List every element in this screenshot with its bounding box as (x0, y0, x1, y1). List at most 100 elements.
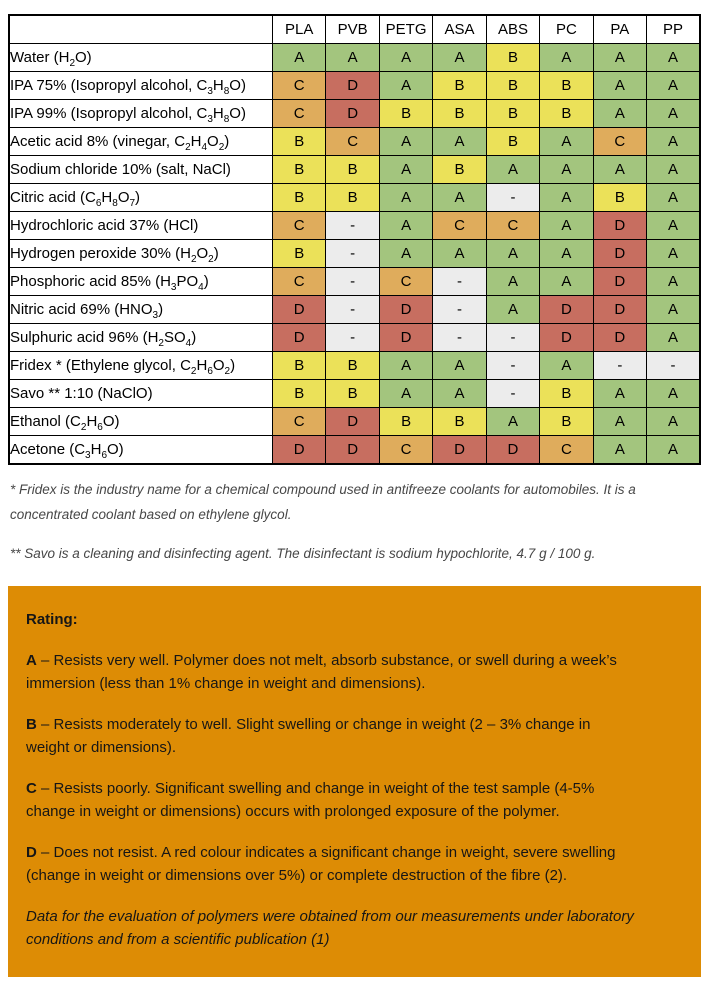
rating-cell: C (378, 435, 434, 465)
chemical-name-cell: Hydrogen peroxide 30% (H2O2) (8, 239, 273, 268)
rating-cell: B (539, 99, 594, 128)
rating-cell: C (485, 211, 541, 240)
rating-cell: B (432, 99, 487, 128)
rating-cell: A (432, 127, 487, 156)
rating-cell: - (432, 323, 487, 352)
rating-cell: A (646, 323, 701, 352)
table-row: Citric acid (C6H8O7) B B A A - A B A (8, 183, 701, 212)
rating-cell: A (646, 267, 701, 296)
rating-cell: B (271, 183, 327, 212)
rating-cell: D (325, 71, 380, 100)
rating-cell: A (592, 435, 648, 465)
rating-cell: B (539, 71, 594, 100)
column-header-petg: PETG (378, 14, 434, 44)
chemical-name-cell: Hydrochloric acid 37% (HCl) (8, 211, 273, 240)
chemical-name-cell: IPA 99% (Isopropyl alcohol, C3H8O) (8, 99, 273, 128)
table-row: Fridex * (Ethylene glycol, C2H6O2) B B A A - A… (8, 351, 701, 380)
table-row: Water (H2O) A A A A B A A A (8, 43, 701, 72)
rating-cell: A (485, 407, 541, 436)
rating-cell: B (432, 155, 487, 184)
rating-cell: D (432, 435, 487, 465)
rating-cell: A (378, 183, 434, 212)
rating-cell: B (485, 43, 541, 72)
rating-cell: A (592, 71, 648, 100)
rating-cell: - (325, 211, 380, 240)
rating-cell: D (378, 323, 434, 352)
rating-cell: - (592, 351, 648, 380)
table-row: Savo ** 1:10 (NaClO) B B A A - B A A (8, 379, 701, 408)
rating-cell: - (646, 351, 701, 380)
rating-cell: A (432, 351, 487, 380)
rating-cell: A (432, 43, 487, 72)
rating-cell: A (485, 239, 541, 268)
table-row: Nitric acid 69% (HNO3) D - D - A D D A (8, 295, 701, 324)
chemical-name-cell: IPA 75% (Isopropyl alcohol, C3H8O) (8, 71, 273, 100)
table-body: Water (H2O) A A A A B A A A IPA 75% (Isopropyl al… (8, 43, 701, 465)
rating-cell: A (539, 155, 594, 184)
rating-cell: B (271, 379, 327, 408)
rating-cell: B (378, 99, 434, 128)
rating-cell: - (485, 351, 541, 380)
rating-cell: A (592, 99, 648, 128)
rating-cell: A (646, 183, 701, 212)
table-row: IPA 75% (Isopropyl alcohol, C3H8O) C D A B B B… (8, 71, 701, 100)
column-header-pc: PC (539, 14, 594, 44)
rating-cell: D (592, 239, 648, 268)
table-row: Sulphuric acid 96% (H2SO4) D - D - - D D A (8, 323, 701, 352)
rating-cell: A (646, 407, 701, 436)
rating-cell: B (271, 239, 327, 268)
rating-cell: - (485, 323, 541, 352)
chemical-name-cell: Citric acid (C6H8O7) (8, 183, 273, 212)
rating-cell: C (271, 71, 327, 100)
rating-cell: A (646, 43, 701, 72)
rating-cell: A (378, 351, 434, 380)
rating-cell: A (485, 267, 541, 296)
table-row: Acetone (C3H6O) D D C D D C A A (8, 435, 701, 465)
rating-cell: A (592, 379, 648, 408)
rating-cell: - (325, 267, 380, 296)
chemical-name-cell: Acetone (C3H6O) (8, 435, 273, 465)
rating-cell: B (325, 155, 380, 184)
chemical-name-cell: Sodium chloride 10% (salt, NaCl) (8, 155, 273, 184)
rating-cell: C (271, 407, 327, 436)
rating-cell: A (592, 155, 648, 184)
rating-cell: B (592, 183, 648, 212)
chemical-name-cell: Acetic acid 8% (vinegar, C2H4O2) (8, 127, 273, 156)
rating-cell: A (646, 71, 701, 100)
rating-cell: A (539, 183, 594, 212)
rating-cell: A (539, 127, 594, 156)
rating-cell: A (432, 239, 487, 268)
rating-cell: D (325, 435, 380, 465)
rating-cell: A (485, 155, 541, 184)
rating-cell: A (271, 43, 327, 72)
rating-cell: C (271, 267, 327, 296)
rating-cell: B (539, 407, 594, 436)
rating-cell: - (325, 239, 380, 268)
rating-cell: B (271, 351, 327, 380)
rating-cell: D (592, 211, 648, 240)
rating-cell: A (378, 127, 434, 156)
column-header-pvb: PVB (325, 14, 380, 44)
rating-legend-box: Rating: A – Resists very well. Polymer d… (8, 585, 701, 978)
rating-cell: A (646, 239, 701, 268)
corner-cell (8, 14, 273, 44)
rating-cell: B (432, 71, 487, 100)
table-row: Phosphoric acid 85% (H3PO4) C - C - A A D A (8, 267, 701, 296)
rating-cell: A (378, 155, 434, 184)
chemical-name-cell: Phosphoric acid 85% (H3PO4) (8, 267, 273, 296)
rating-cell: A (378, 43, 434, 72)
rating-cell: A (485, 295, 541, 324)
column-header-pla: PLA (271, 14, 327, 44)
footnote-savo: ** Savo is a cleaning and disinfecting a… (10, 545, 596, 561)
table-row: Sodium chloride 10% (salt, NaCl) B B A B A A A A (8, 155, 701, 184)
rating-cell: D (592, 295, 648, 324)
rating-cell: B (432, 407, 487, 436)
column-header-asa: ASA (432, 14, 487, 44)
rating-cell: A (432, 379, 487, 408)
rating-cell: A (378, 211, 434, 240)
rating-cell: B (539, 379, 594, 408)
rating-cell: A (592, 407, 648, 436)
rating-cell: A (592, 43, 648, 72)
rating-cell: B (271, 155, 327, 184)
